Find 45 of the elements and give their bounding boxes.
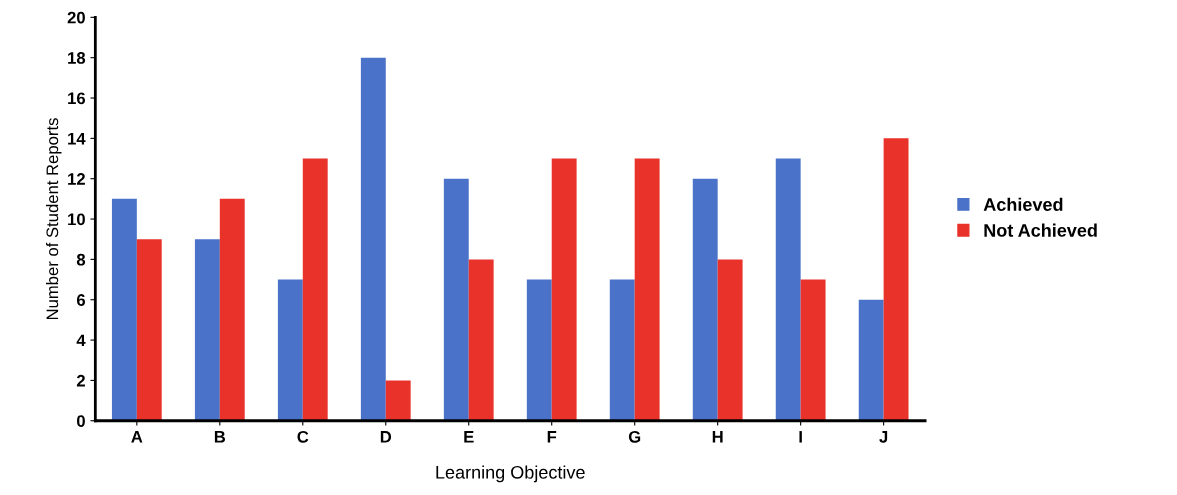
bar	[551, 158, 577, 421]
y-tick-label: 20	[67, 11, 85, 24]
bar	[775, 158, 801, 421]
x-tick-label: B	[214, 431, 226, 443]
y-tick-label: 18	[68, 52, 86, 64]
bar	[219, 198, 245, 421]
y-tick-label: 8	[76, 253, 86, 266]
bar	[277, 279, 303, 421]
bar	[468, 259, 494, 421]
bar	[858, 299, 884, 421]
x-axis-title: Learning Objective	[436, 465, 585, 483]
y-tick-label: 16	[68, 92, 86, 105]
bar	[883, 138, 909, 421]
x-tick-label: E	[464, 431, 474, 443]
bar	[111, 198, 137, 421]
bar	[692, 178, 718, 421]
x-tick-label: D	[380, 431, 392, 443]
y-tick-label: 6	[76, 294, 86, 306]
bar	[443, 178, 469, 421]
bar	[136, 239, 162, 421]
y-axis-title: Number of Student Reports	[45, 118, 62, 320]
x-tick-label: J	[879, 431, 888, 443]
y-tick-label: 10	[68, 213, 85, 226]
y-tick-label: 2	[76, 374, 85, 387]
y-tick-label: 0	[77, 415, 85, 427]
x-tick-label: I	[799, 431, 802, 443]
x-tick-label: F	[547, 431, 557, 443]
bar	[526, 279, 552, 421]
x-tick-label: G	[628, 430, 641, 443]
bar	[194, 239, 220, 421]
bar	[302, 158, 328, 421]
y-tick-label: 12	[68, 173, 85, 185]
x-tick-label: A	[131, 431, 143, 443]
bar	[385, 380, 411, 421]
bar	[717, 259, 743, 421]
x-tick-label: H	[712, 431, 723, 443]
legend-label: Achieved	[983, 197, 1063, 211]
legend-label: Not Achieved	[984, 223, 1097, 237]
y-tick-label: 14	[68, 132, 86, 145]
bar	[609, 279, 635, 421]
bar	[634, 158, 660, 421]
bar	[360, 57, 386, 421]
bar	[800, 279, 826, 421]
y-tick-label: 4	[76, 334, 86, 347]
x-tick-label: C	[297, 430, 309, 443]
